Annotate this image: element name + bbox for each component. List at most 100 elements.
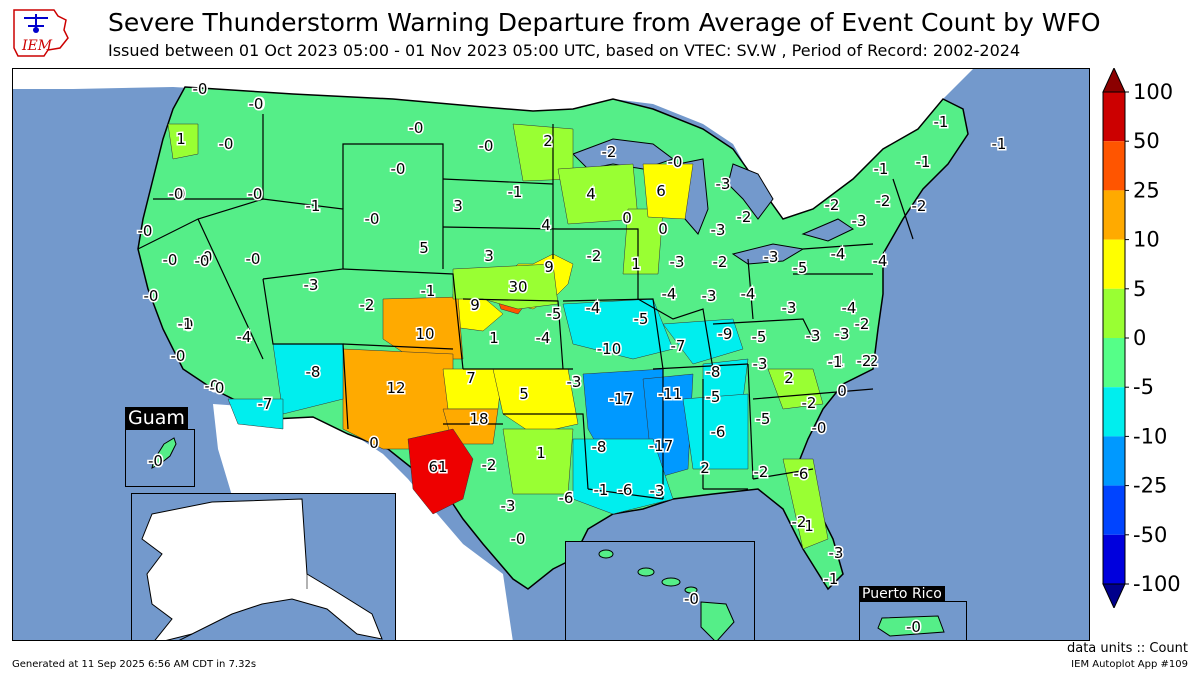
wfo-value-label: 0 [369, 434, 379, 452]
wfo-value-label: -1 [874, 160, 889, 178]
wfo-value-label: 0 [837, 382, 847, 400]
wfo-value-label: -3 [753, 355, 768, 373]
wfo-value-label: -17 [649, 437, 674, 455]
wfo-value-label: -11 [658, 385, 683, 403]
wfo-value-label: -3 [835, 325, 850, 343]
colorbar-tick-label: -5 [1133, 375, 1154, 399]
wfo-value-label: 2 [700, 459, 710, 477]
wfo-value-label: -9 [718, 325, 733, 343]
wfo-value-label: -0 [144, 287, 159, 305]
wfo-value-labels: -0-01 -0-0-0-0-0-0-0-0-02-2-06 -3-1-1-1-1-… [136, 79, 1008, 590]
wfo-value-label: 5 [519, 385, 529, 403]
wfo-value-label: -17 [609, 390, 634, 408]
data-units-label: data units :: Count [1066, 641, 1188, 656]
wfo-value-label: 4 [586, 185, 596, 203]
wfo-value-label: 0 [622, 209, 632, 227]
wfo-value-label: 9 [470, 296, 480, 314]
wfo-value-label: -0 [812, 419, 827, 437]
wfo-value-label: -2 [754, 463, 769, 481]
wfo-value-label: -0 [198, 248, 213, 266]
wfo-value-label: 10 [415, 325, 434, 343]
wfo-value-label: -1 [421, 282, 436, 300]
wfo-value-label: -7 [671, 337, 686, 355]
wfo-value-label: 6 [656, 182, 666, 200]
wfo-value-label: 3 [484, 247, 494, 265]
colorbar-tick-label: 5 [1133, 277, 1146, 301]
wfo-value-label: -0 [668, 153, 683, 171]
puerto-rico-value: -0 [906, 618, 921, 636]
wfo-value-label: -3 [806, 327, 821, 345]
map-panel: -0 -0 1 -0 -0 -0 -0 -0 -0 -0 -0 -0 2 -2 -0 6 -3 -1 -1 -1 -1-… [12, 68, 1090, 641]
wfo-value-label: -2 [864, 352, 879, 370]
iem-logo: IEM [8, 4, 72, 60]
colorbar-tick-label: 0 [1133, 326, 1146, 350]
wfo-value-label: -3 [711, 221, 726, 239]
colorbar-tick-label: 25 [1133, 178, 1160, 202]
wfo-value-label: 5 [419, 239, 429, 257]
wfo-value-label: -6 [711, 423, 726, 441]
guam-value: -0 [148, 452, 163, 470]
wfo-value-label: -6 [559, 489, 574, 507]
puerto-rico-title: Puerto Rico [859, 586, 945, 602]
wfo-value-label: 61 [428, 458, 447, 476]
wfo-value-label: -8 [306, 363, 321, 381]
colorbar-over-triangle [1102, 66, 1126, 93]
canada-landmass [13, 69, 1089, 219]
guam-title: Guam [125, 407, 188, 429]
wfo-value-label: -5 [634, 310, 649, 328]
wfo-value-label: -0 [210, 379, 225, 397]
wfo-value-label: -3 [567, 373, 582, 391]
wfo-value-label: 3 [453, 197, 463, 215]
wfo-value-label: -3 [716, 175, 731, 193]
wfo-value-label: -0 [250, 95, 265, 113]
wfo-value-label: -2 [713, 253, 728, 271]
wfo-value-label: -2 [855, 315, 870, 333]
wfo-value-label: -6 [794, 465, 809, 483]
colorbar-under-triangle [1102, 583, 1126, 610]
wfo-value-label: -1 [830, 352, 845, 370]
wfo-value-label: -0 [163, 251, 178, 269]
svg-text:IEM: IEM [21, 38, 53, 54]
wfo-value-label: 2 [543, 132, 553, 150]
wfo-value-label: -2 [876, 192, 891, 210]
great-lakes [572, 138, 855, 265]
wfo-value-label: -2 [737, 208, 752, 226]
colorbar-segment [1103, 141, 1125, 191]
wfo-value-label: -4 [831, 245, 846, 263]
wfo-value-label: -2 [587, 247, 602, 265]
colorbar-segment [1103, 92, 1125, 142]
wfo-value-label: -3 [650, 482, 665, 500]
wfo-value-label: -0 [511, 530, 526, 548]
wfo-value-label: -2 [912, 197, 927, 215]
wfo-value-label: -3 [782, 299, 797, 317]
wfo-value-label: -2 [825, 196, 840, 214]
wfo-value-label: 1 [536, 444, 546, 462]
wfo-value-label: -0 [365, 210, 380, 228]
colorbar-tick-label: -50 [1133, 523, 1167, 547]
wfo-value-label: -0 [179, 316, 194, 334]
wfo-value-label: -1 [992, 135, 1007, 153]
colorbar-tick-label: -25 [1133, 474, 1167, 498]
wfo-value-label: -3 [670, 253, 685, 271]
wfo-value-label: -0 [479, 137, 494, 155]
colorbar: 100 50 25 10 5 0 -5 -10 -25 -50 -100 [1100, 66, 1200, 610]
colorbar-segment [1103, 436, 1125, 486]
puerto-rico-inset: -0 [859, 601, 967, 640]
wfo-value-label: -4 [586, 299, 601, 317]
wfo-value-label: -0 [246, 250, 261, 268]
colorbar-segment [1103, 239, 1125, 289]
colorbar-segment [1103, 387, 1125, 437]
wfo-value-label: 1 [489, 329, 499, 347]
wfo-color-regions [167, 123, 829, 550]
colorbar-tick-label: 10 [1133, 228, 1160, 252]
colorbar-tick-label: -10 [1133, 424, 1167, 448]
wfo-value-label: -2 [857, 352, 872, 370]
wfo-value-label: -1 [594, 481, 609, 499]
wfo-value-label: -0 [248, 185, 263, 203]
map-canvas: -0-01 -0-0-0-0-0-0-0-0-02-2-06 -3-1-1-1-1-… [13, 69, 1089, 640]
wfo-value-label: -1 [824, 570, 839, 588]
colorbar-segment [1103, 288, 1125, 338]
wfo-value-label: -5 [752, 328, 767, 346]
wfo-value-label: -5 [706, 388, 721, 406]
wfo-value-label: -0 [171, 347, 186, 365]
